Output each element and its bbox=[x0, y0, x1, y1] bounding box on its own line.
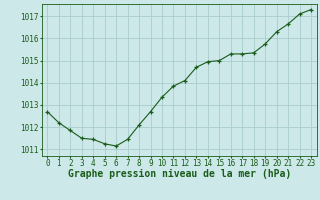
X-axis label: Graphe pression niveau de la mer (hPa): Graphe pression niveau de la mer (hPa) bbox=[68, 169, 291, 179]
